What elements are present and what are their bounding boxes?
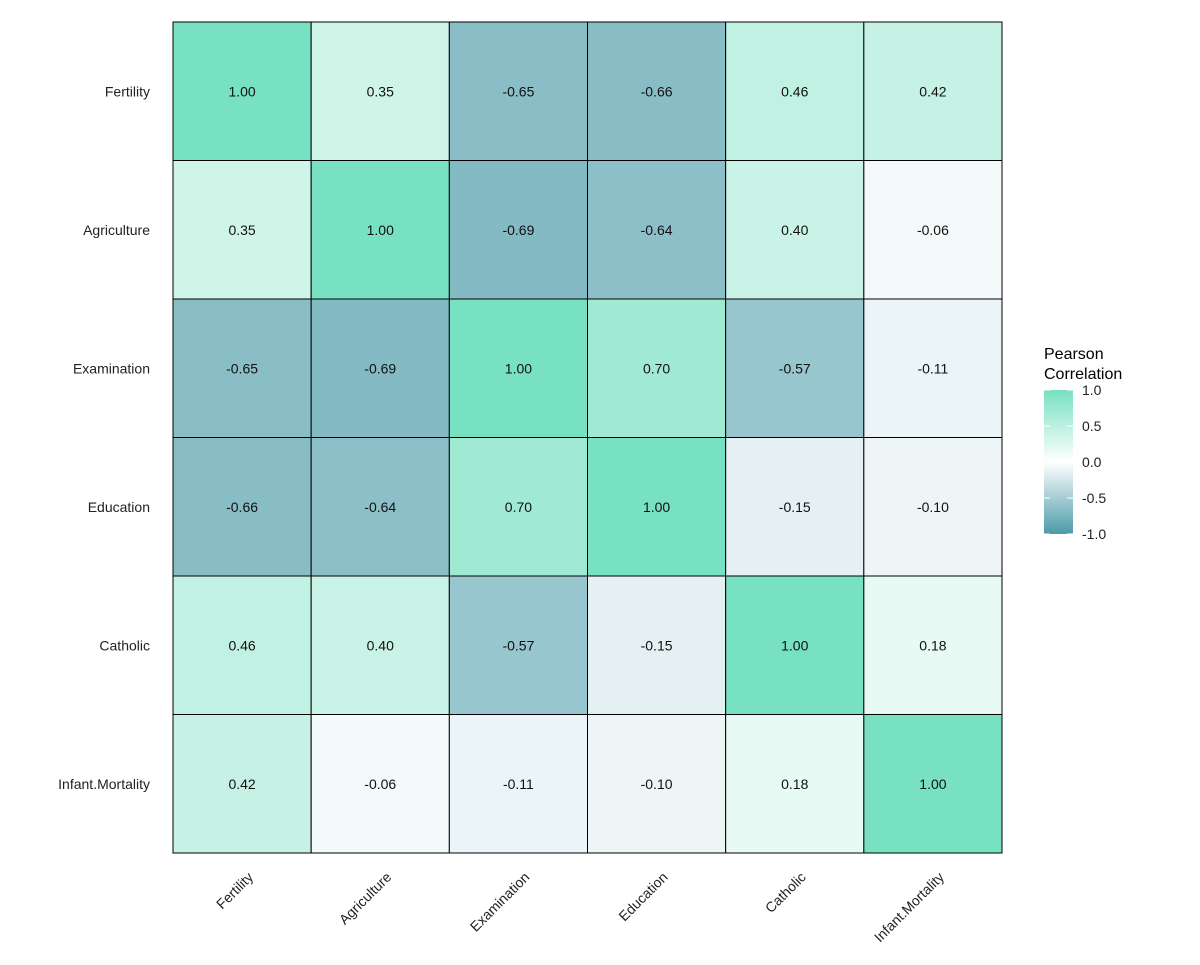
heatmap-cell: [172, 714, 312, 854]
cell-value-label: -0.10: [917, 499, 949, 515]
heatmap-cell: [310, 298, 450, 438]
cell-value-label: -0.69: [364, 360, 396, 376]
cell-value-label: -0.66: [641, 83, 673, 99]
x-tick-label: Fertility: [213, 869, 256, 912]
legend-tick-label: -0.5: [1082, 490, 1106, 506]
heatmap-cell: [172, 298, 312, 438]
heatmap-cell: [863, 298, 1003, 438]
y-tick-label: Education: [88, 499, 150, 515]
heatmap-cell: [725, 714, 865, 854]
heatmap-cell: [172, 575, 312, 715]
x-tick-label: Education: [615, 869, 670, 924]
cell-value-label: 0.35: [367, 83, 394, 99]
cell-value-label: 1.00: [919, 776, 946, 792]
heatmap-cell: [587, 575, 727, 715]
heatmap-cell: [863, 437, 1003, 577]
cell-value-label: -0.15: [641, 637, 673, 653]
cell-value-label: -0.06: [364, 776, 396, 792]
cell-value-label: -0.65: [226, 360, 258, 376]
cell-value-label: 0.35: [228, 222, 255, 238]
heatmap-cell: [725, 298, 865, 438]
heatmap-cell: [725, 575, 865, 715]
heatmap-cell: [863, 575, 1003, 715]
y-tick-label: Examination: [73, 360, 150, 376]
cell-value-label: 0.40: [781, 222, 808, 238]
legend-tick-label: 0.0: [1082, 454, 1102, 470]
cell-value-label: 0.70: [505, 499, 532, 515]
cell-value-label: -0.15: [779, 499, 811, 515]
cell-value-label: 0.42: [228, 776, 255, 792]
x-tick-label: Agriculture: [336, 869, 395, 928]
cell-value-label: 0.46: [781, 83, 808, 99]
legend-tick-label: 0.5: [1082, 418, 1102, 434]
heatmap-cell: [448, 21, 589, 161]
heatmap-cell: [172, 437, 312, 577]
cell-value-label: 1.00: [505, 360, 532, 376]
heatmap-cell: [448, 298, 589, 438]
heatmap-cell: [725, 21, 865, 161]
cell-value-label: 1.00: [228, 83, 255, 99]
heatmap-cell: [172, 21, 312, 161]
x-tick-label: Examination: [467, 869, 533, 935]
heatmap-cell: [587, 298, 727, 438]
cell-value-label: -0.64: [364, 499, 396, 515]
legend: Pearson Correlation 1.0 0.5 0.0 -0.5 -1.0: [1044, 346, 1122, 542]
heatmap-cell: [587, 160, 727, 300]
cell-value-label: -0.64: [641, 222, 673, 238]
legend-title-line-1: Pearson: [1044, 346, 1104, 363]
cell-value-label: 0.46: [228, 637, 255, 653]
cell-value-label: 0.40: [367, 637, 394, 653]
cell-value-label: 1.00: [781, 637, 808, 653]
cell-value-label: 1.00: [367, 222, 394, 238]
heatmap-cell: [863, 160, 1003, 300]
cell-value-label: 0.70: [643, 360, 670, 376]
legend-title-line-2: Correlation: [1044, 366, 1122, 383]
heatmap-cell: [448, 575, 589, 715]
heatmap-cell: [310, 21, 450, 161]
cell-value-label: -0.57: [502, 637, 534, 653]
heatmap-cell: [587, 714, 727, 854]
heatmap-cell: [310, 437, 450, 577]
y-tick-label: Agriculture: [83, 222, 150, 238]
cell-value-label: 0.42: [919, 83, 946, 99]
cell-value-label: 0.18: [781, 776, 808, 792]
y-tick-label: Infant.Mortality: [58, 776, 150, 792]
heatmap-cell: [448, 437, 589, 577]
x-tick-label: Infant.Mortality: [871, 869, 947, 945]
cell-value-label: -0.10: [641, 776, 673, 792]
cell-value-label: -0.65: [502, 83, 534, 99]
x-tick-label: Catholic: [762, 869, 809, 916]
heatmap-cell: [725, 437, 865, 577]
cell-value-label: -0.57: [779, 360, 811, 376]
cell-value-label: -0.06: [917, 222, 949, 238]
y-tick-label: Fertility: [105, 83, 150, 99]
legend-tick-label: 1.0: [1082, 382, 1102, 398]
y-tick-label: Catholic: [99, 637, 150, 653]
heatmap-cell: [587, 21, 727, 161]
cell-value-label: 0.18: [919, 637, 946, 653]
cell-value-label: -0.11: [503, 776, 534, 792]
cell-value-label: -0.11: [917, 360, 948, 376]
heatmap-cell: [863, 21, 1003, 161]
cell-value-label: 1.00: [643, 499, 670, 515]
heatmap-cell: [863, 714, 1003, 854]
legend-tick-label: -1.0: [1082, 526, 1106, 542]
heatmap-cell: [310, 160, 450, 300]
cell-value-label: -0.69: [502, 222, 534, 238]
heatmap-cell: [587, 437, 727, 577]
cell-value-label: -0.66: [226, 499, 258, 515]
